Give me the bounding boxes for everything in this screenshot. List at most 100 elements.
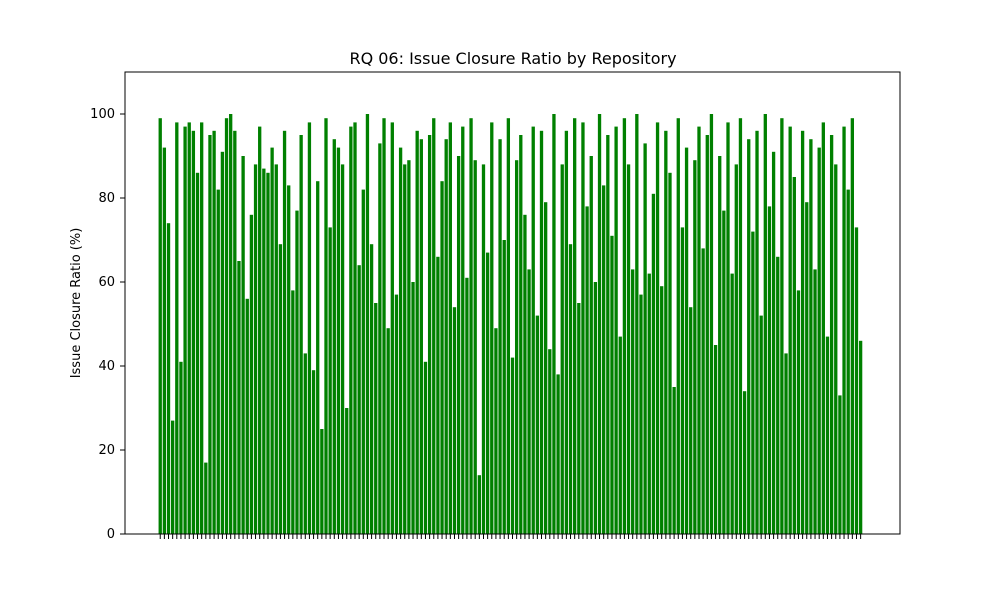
bar	[643, 143, 647, 534]
bar	[166, 223, 171, 534]
bar	[535, 315, 540, 534]
bar	[858, 340, 863, 534]
bar	[784, 353, 788, 534]
bar	[278, 244, 283, 534]
bar	[842, 126, 846, 534]
bar	[622, 118, 627, 534]
bar	[208, 135, 212, 534]
bar	[274, 164, 278, 534]
bar	[423, 361, 428, 534]
bar	[742, 391, 747, 534]
bar	[485, 252, 490, 534]
bar	[187, 122, 191, 535]
bar	[693, 160, 697, 534]
y-axis: 0 20 40 60 80 100	[90, 107, 125, 542]
bar	[253, 164, 258, 534]
bar	[747, 139, 751, 534]
bar	[523, 214, 527, 535]
bar	[635, 114, 639, 534]
bar	[340, 164, 345, 534]
bar	[386, 328, 390, 534]
bar	[527, 269, 531, 534]
bar	[307, 122, 312, 535]
bar	[539, 130, 544, 535]
bar	[249, 214, 254, 535]
bar	[651, 193, 656, 535]
bar	[548, 349, 552, 534]
bar	[345, 408, 349, 534]
bar	[241, 156, 245, 534]
bar	[336, 147, 341, 534]
plot-border	[124, 71, 901, 535]
bar	[258, 126, 262, 534]
bar	[229, 114, 233, 534]
plot-area	[158, 114, 863, 535]
bar	[767, 206, 772, 534]
bar	[469, 118, 473, 534]
bar	[763, 114, 767, 534]
bar	[577, 303, 581, 534]
bar	[361, 189, 365, 534]
bar	[531, 126, 535, 534]
bar	[390, 122, 394, 535]
bar	[597, 114, 602, 534]
bar	[614, 126, 618, 534]
bar	[796, 290, 801, 534]
bar	[262, 168, 266, 534]
bar	[709, 114, 714, 534]
bar	[606, 135, 610, 534]
bar	[689, 307, 693, 534]
bar	[655, 122, 660, 535]
bar	[684, 147, 689, 534]
bar	[502, 240, 506, 534]
bar	[639, 294, 643, 534]
bar	[233, 130, 237, 535]
bar	[593, 282, 598, 534]
bar	[722, 210, 726, 534]
bar	[291, 290, 295, 534]
bar	[664, 130, 668, 535]
bar	[805, 202, 809, 534]
bar	[850, 118, 854, 534]
bar	[498, 139, 502, 534]
bar	[631, 269, 635, 534]
bar	[216, 189, 220, 534]
bar	[676, 118, 680, 534]
bar	[713, 345, 718, 534]
bar	[817, 147, 821, 534]
bar	[465, 277, 469, 534]
bar	[183, 126, 187, 534]
bar	[780, 118, 784, 534]
bar	[543, 202, 548, 534]
bar	[829, 135, 834, 534]
bar	[200, 122, 204, 535]
bar	[660, 286, 664, 534]
bar	[456, 156, 461, 534]
bar	[560, 164, 564, 534]
bar	[730, 273, 734, 534]
bar	[282, 130, 287, 535]
bar	[771, 151, 776, 535]
bar	[295, 210, 299, 534]
bar	[618, 336, 622, 534]
bar	[477, 475, 482, 534]
bar	[776, 256, 780, 534]
bar	[436, 256, 440, 534]
bar	[568, 244, 573, 534]
y-tick-label: 40	[98, 359, 115, 374]
bar	[705, 135, 709, 534]
bar	[270, 147, 274, 534]
bar	[175, 122, 179, 535]
bar	[846, 189, 850, 534]
bar	[328, 227, 332, 534]
bar	[510, 357, 515, 534]
bar	[299, 135, 303, 534]
bar	[303, 353, 307, 534]
bar	[378, 143, 382, 534]
bar	[602, 185, 606, 534]
bar	[171, 420, 175, 534]
bar	[237, 261, 241, 534]
bar	[411, 282, 415, 534]
